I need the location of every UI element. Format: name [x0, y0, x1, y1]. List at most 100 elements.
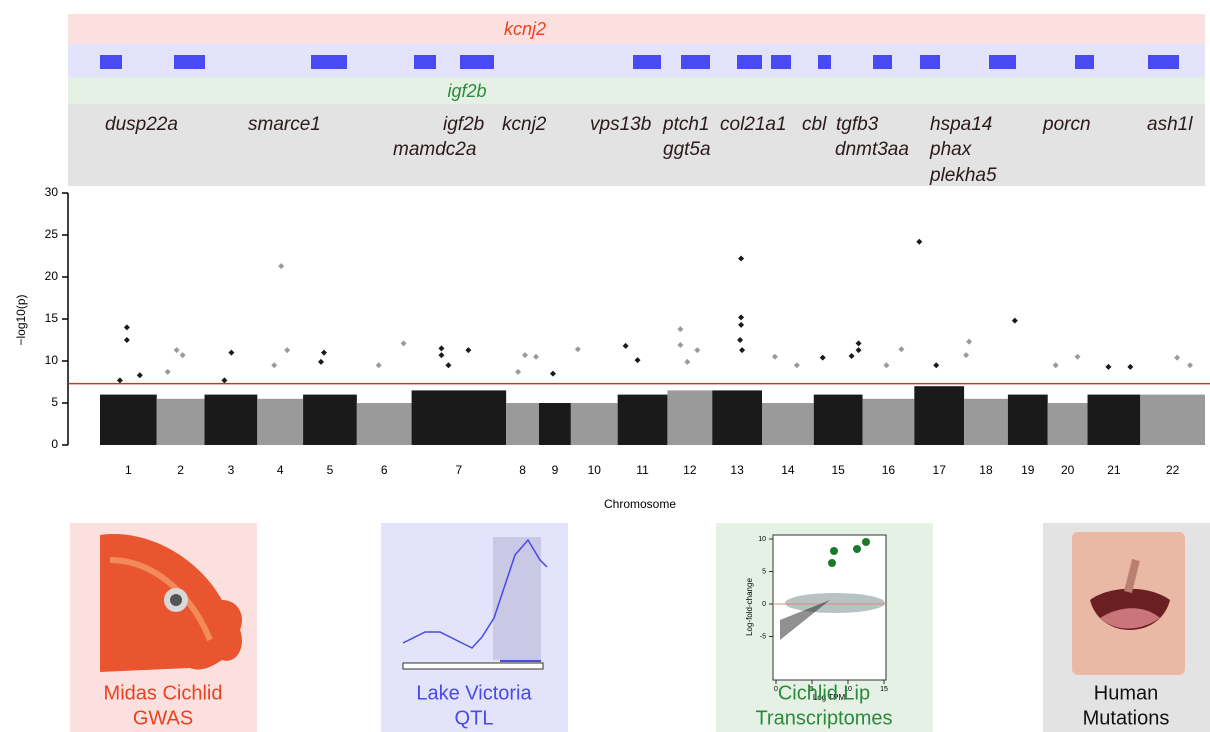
snp-point	[116, 377, 123, 384]
block	[818, 55, 831, 69]
chromosome-bulk	[156, 398, 205, 445]
x-tick-label: 8	[519, 463, 526, 477]
snp-point	[1011, 317, 1018, 324]
x-tick-label: 3	[228, 463, 235, 477]
x-tick-label: 5	[327, 463, 334, 477]
block	[989, 55, 1016, 69]
snp-point	[684, 358, 691, 365]
gene-label: ggt5a	[663, 139, 711, 160]
x-tick-label: 2	[177, 463, 184, 477]
snp-point	[228, 349, 235, 356]
snp-point	[771, 353, 778, 360]
panel-labels: Midas Cichlid GWAS Lake Victoria QTL Cichlid…	[104, 682, 1170, 729]
chromosome-bulk	[1047, 403, 1088, 445]
snp-point	[793, 362, 800, 369]
snp-point	[284, 347, 291, 354]
gene-label: phax	[929, 139, 973, 160]
x-tick-label: 19	[1021, 463, 1035, 477]
inset-x-label: Log TPM	[813, 693, 846, 702]
snp-point	[738, 321, 745, 328]
x-tick-label: 20	[1061, 463, 1075, 477]
snp-point	[375, 362, 382, 369]
snp-point	[318, 358, 324, 365]
x-tick-label: 1	[125, 463, 132, 477]
y-tick-label: 25	[45, 227, 59, 241]
track-label: igf2b	[447, 81, 486, 101]
x-tick-label: 9	[552, 463, 559, 477]
block	[737, 55, 762, 69]
x-tick-label: 13	[730, 463, 744, 477]
gene-label: dnmt3aa	[835, 139, 909, 160]
track-label: kcnj2	[504, 19, 546, 39]
gene-label: kcnj2	[502, 114, 547, 135]
block	[920, 55, 940, 69]
x-tick-label: 17	[933, 463, 947, 477]
snp-point	[737, 337, 744, 343]
kcnj2-track	[68, 14, 1205, 44]
snp-point	[533, 353, 540, 360]
block	[633, 55, 661, 69]
snp-point	[173, 347, 180, 354]
y-tick-label: 15	[45, 311, 59, 325]
panel-label: GWAS	[133, 707, 193, 729]
snp-point	[123, 324, 130, 331]
x-tick-label: 18	[979, 463, 993, 477]
inset-x-tick-label: 5	[810, 686, 814, 693]
x-tick-label: 15	[831, 463, 845, 477]
snp-point	[855, 340, 862, 347]
gene-track	[68, 104, 1205, 186]
chromosome-bulk	[303, 394, 357, 445]
y-tick-label: 20	[45, 269, 59, 283]
snp-point	[271, 362, 278, 369]
inset-y-label: Log-fold-change	[745, 578, 754, 636]
snp-point	[123, 337, 130, 343]
chromosome-bulk	[914, 386, 965, 445]
chromosome-bulk	[617, 394, 668, 445]
snp-point	[445, 362, 452, 369]
snp-point	[677, 342, 684, 349]
block	[1148, 55, 1179, 69]
chromosome-bulk	[862, 398, 915, 445]
fish-image	[100, 534, 242, 672]
gene-label: ptch1	[662, 114, 709, 135]
chromosome-bulk	[570, 403, 618, 445]
panel-label: QTL	[455, 707, 494, 729]
gene-label: igf2b	[443, 114, 484, 135]
x-tick-label: 12	[683, 463, 697, 477]
snp-point	[738, 314, 745, 321]
x-tick-label: 22	[1166, 463, 1180, 477]
gene-label: smarce1	[248, 114, 321, 135]
gene-label: col21a1	[720, 114, 787, 135]
snp-point	[179, 352, 186, 359]
gene-label: tgfb3	[836, 114, 879, 135]
snp-point	[221, 377, 228, 384]
block	[1075, 55, 1094, 69]
gene-label: hspa14	[930, 114, 992, 135]
y-tick-label: 5	[51, 395, 58, 409]
snp-point	[966, 338, 973, 345]
block	[414, 55, 436, 69]
snp-point	[465, 347, 472, 354]
chromosome-bulk	[506, 403, 540, 445]
inset-y-tick-label: 10	[758, 536, 766, 543]
chromosome-bulk	[712, 390, 763, 445]
gene-label: vps13b	[590, 114, 651, 135]
snp-point	[438, 345, 445, 352]
x-tick-label: 6	[381, 463, 388, 477]
snp-point	[848, 352, 855, 359]
x-axis-label: Chromosome	[604, 497, 676, 511]
chromosome-bulk	[1007, 394, 1048, 445]
snp-point	[164, 368, 171, 375]
snp-point	[574, 346, 581, 353]
gene-label: mamdc2a	[393, 139, 476, 160]
snp-point	[515, 368, 522, 375]
chromosome-bulk	[762, 403, 814, 445]
snp-point	[898, 346, 905, 353]
chromosome-bulk	[100, 394, 157, 445]
x-tick-label: 16	[882, 463, 896, 477]
snp-point	[622, 342, 629, 349]
chromosome-bulk	[257, 398, 304, 445]
face-image	[1072, 532, 1185, 675]
